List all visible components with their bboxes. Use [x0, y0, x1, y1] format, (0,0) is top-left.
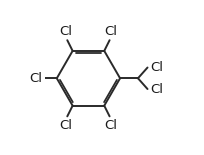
Text: Cl: Cl — [150, 82, 163, 95]
Text: Cl: Cl — [59, 119, 72, 132]
Text: Cl: Cl — [29, 72, 42, 85]
Text: Cl: Cl — [104, 24, 118, 38]
Text: Cl: Cl — [59, 24, 72, 38]
Text: Cl: Cl — [104, 119, 118, 132]
Text: Cl: Cl — [150, 61, 163, 74]
